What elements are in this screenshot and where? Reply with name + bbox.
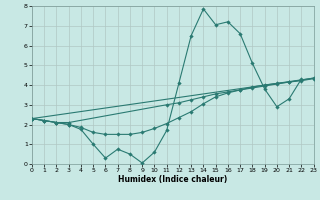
X-axis label: Humidex (Indice chaleur): Humidex (Indice chaleur) xyxy=(118,175,228,184)
